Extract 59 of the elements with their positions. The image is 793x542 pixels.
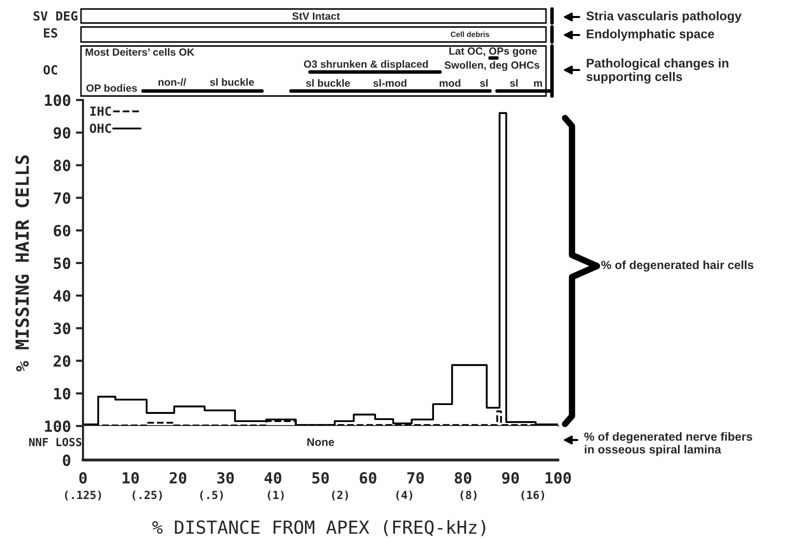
y-tick-label: 100 [45,420,70,432]
x2-tick-label: (16) [521,490,544,500]
x2-tick-label: (4) [396,490,412,500]
x2-tick-label: (.5) [200,490,223,500]
x-tick-label: 80 [454,472,472,484]
text: ES [44,28,58,38]
text: OC [44,65,58,75]
text: Stria vascularis pathology [586,11,742,23]
x-tick-label: 50 [312,472,329,484]
x-tick-label: 70 [407,472,424,484]
text: sl [510,79,518,87]
text: Pathological changes in supporting cells [586,58,728,84]
x-tick-label: 40 [264,472,282,484]
x-tick-label: 10 [122,472,139,484]
x2-tick-label: (1) [268,490,284,500]
x2-tick-label: (2) [332,490,348,500]
text: Endolymphatic space [586,29,714,41]
x-tick-label: 100 [546,472,571,484]
text: Swollen, deg OHCs [444,61,540,71]
text: sl buckle [210,78,254,86]
text: sl buckle [306,79,350,87]
text: % of degenerated hair cells [601,260,754,272]
text: non-// [158,78,186,86]
x-tick-label: 30 [217,472,234,484]
y-axis-title: NNF LOSS [29,438,82,446]
text: Most Deiters’ cells OK [86,48,194,56]
text: sl [480,79,488,87]
y-tick-label: 20 [54,355,70,367]
x-axis-title: % DISTANCE FROM APEX (FREQ-kHz) [152,520,486,536]
text: Lat OC, OPs gone [449,47,537,57]
text: StV Intact [292,12,340,20]
y-axis-title: % MISSING HAIR CELLS [15,155,29,372]
y-tick-label: 70 [54,192,70,204]
y-tick-label: 50 [54,257,70,270]
y-tick-label: 10 [54,388,70,400]
y-tick-label: 60 [54,224,70,236]
text: OP bodies [86,84,137,92]
text: % of degenerated nerve fibers in osseous spiral lamina [584,432,752,456]
annotation: None [307,438,334,446]
text: SV DEG [34,11,78,21]
y-tick-label: 30 [54,322,70,334]
text: sl-mod [373,79,406,87]
x2-tick-label: (.25) [132,490,162,500]
legend-label: IHC [90,106,111,116]
x2-tick-label: (.125) [65,490,101,500]
text: mod [440,79,460,87]
text: O3 shrunken & displaced [304,60,428,70]
y-tick-label: 100 [45,94,70,106]
y-tick-label: 0 [62,454,70,466]
x2-tick-label: (8) [460,490,476,500]
x-tick-label: 90 [502,472,519,484]
x-tick-label: 0 [79,472,87,484]
x-tick-label: 20 [170,472,186,484]
y-tick-label: 40 [54,290,70,302]
y-tick-label: 90 [54,127,70,139]
legend-label: OHC [90,124,111,134]
y-tick-label: 80 [54,160,70,172]
text: m [534,81,542,87]
x-tick-label: 60 [360,472,376,484]
